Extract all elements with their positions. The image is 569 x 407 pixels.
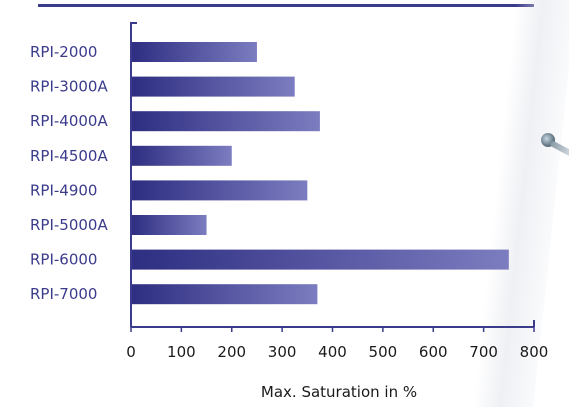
bar-rpi-2000 [132, 42, 257, 62]
x-tick-label: 700 [469, 343, 498, 361]
bar-rpi-3000a [132, 76, 295, 97]
category-label: RPI-2000 [30, 43, 97, 61]
category-label: RPI-4000A [30, 112, 108, 130]
bars-layer [132, 42, 509, 305]
bar-rpi-4500a [132, 145, 232, 166]
x-tick-label: 300 [268, 343, 297, 361]
bar-rpi-4900 [132, 180, 308, 201]
category-labels: RPI-2000 RPI-3000A RPI-4000A RPI-4500A RPI-4… [30, 43, 108, 303]
bar-rpi-6000 [132, 249, 509, 270]
category-label: RPI-4500A [30, 147, 108, 165]
top-rule [38, 4, 534, 7]
x-tick-label: 500 [369, 343, 398, 361]
category-label: RPI-7000 [30, 285, 97, 303]
category-label: RPI-3000A [30, 78, 108, 96]
x-tick-label: 800 [520, 343, 549, 361]
x-axis-title: Max. Saturation in % [261, 383, 417, 401]
category-label: RPI-4900 [30, 181, 97, 199]
bar-rpi-5000a [132, 215, 207, 235]
x-tick-label: 100 [167, 343, 196, 361]
x-tick-label: 400 [318, 343, 347, 361]
category-label: RPI-5000A [30, 216, 108, 234]
x-axis-ticks: 0 100 200 300 400 500 600 700 800 [126, 327, 548, 361]
category-label: RPI-6000 [30, 251, 97, 269]
bar-rpi-4000a [132, 111, 320, 132]
axes [130, 22, 535, 328]
x-tick-label: 0 [126, 343, 136, 361]
x-tick-label: 600 [419, 343, 448, 361]
bar-rpi-7000 [132, 284, 318, 305]
x-tick-label: 200 [217, 343, 246, 361]
